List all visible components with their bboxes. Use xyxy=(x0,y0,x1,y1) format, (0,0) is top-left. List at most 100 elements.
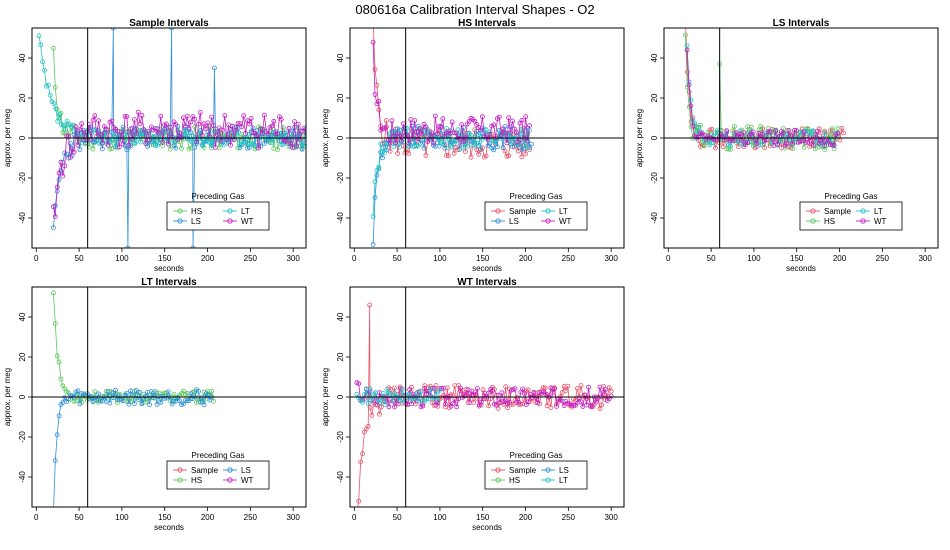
data-point-LT xyxy=(378,397,384,403)
data-point-WT xyxy=(370,39,376,45)
data-point-Sample xyxy=(709,126,715,132)
data-point-LS xyxy=(98,398,103,404)
data-point-LS xyxy=(190,245,196,248)
data-point-Sample xyxy=(608,388,614,394)
legend-entry-LT: LT xyxy=(241,207,250,216)
data-point-LT xyxy=(136,131,142,137)
data-point-LT xyxy=(188,139,194,145)
data-point-WT xyxy=(278,116,284,122)
data-point-LT xyxy=(390,398,396,404)
data-point-WT xyxy=(256,145,262,151)
data-point-WT xyxy=(380,126,385,132)
data-point-HS xyxy=(801,144,807,150)
y-tick-label: 40 xyxy=(18,53,27,62)
legend-swatch-marker xyxy=(177,477,183,483)
data-point-LS xyxy=(125,245,131,248)
data-point-LS xyxy=(421,145,427,151)
data-point-WT xyxy=(478,127,483,133)
panel-title: LT Intervals xyxy=(141,277,197,288)
data-point-WT xyxy=(780,130,786,136)
data-point-WT xyxy=(438,124,444,130)
y-tick-label: -40 xyxy=(336,212,345,224)
legend-box xyxy=(166,201,270,231)
data-point-LS xyxy=(110,28,116,31)
data-point-Sample xyxy=(523,151,529,157)
legend-entry-HS: HS xyxy=(191,207,202,216)
legend-swatch-marker xyxy=(177,218,183,224)
data-point-HS xyxy=(58,110,64,116)
data-point-HS xyxy=(701,143,707,149)
data-point-LS xyxy=(68,141,73,146)
data-point-HS xyxy=(790,146,796,152)
data-point-WT xyxy=(754,140,760,146)
data-point-Sample xyxy=(713,145,718,151)
data-point-Sample xyxy=(548,404,554,410)
data-point-LT xyxy=(519,126,525,132)
data-point-WT xyxy=(479,114,485,120)
data-point-WT xyxy=(128,126,134,132)
data-point-LT xyxy=(449,144,455,150)
data-point-LS xyxy=(508,124,514,130)
data-point-WT xyxy=(52,214,58,220)
data-point-LS xyxy=(154,402,160,408)
data-point-LS xyxy=(128,388,134,394)
y-tick-label: -20 xyxy=(336,431,345,443)
data-point-Sample xyxy=(462,149,468,154)
data-point-HS xyxy=(109,146,115,151)
data-point-LS xyxy=(410,123,416,129)
data-point-Sample xyxy=(365,423,371,429)
data-point-WT xyxy=(160,139,166,145)
legend-entry-LT: LT xyxy=(559,476,568,485)
data-point-Sample xyxy=(720,144,726,150)
data-point-WT xyxy=(739,138,745,144)
data-point-WT xyxy=(450,401,456,407)
panel-title: Sample Intervals xyxy=(129,18,209,29)
x-tick-label: 150 xyxy=(158,254,172,263)
data-point-LS xyxy=(184,398,190,404)
data-point-WT xyxy=(694,134,699,140)
data-point-WT xyxy=(265,131,271,137)
data-point-WT xyxy=(386,404,392,410)
data-point-Sample xyxy=(597,406,603,412)
data-point-WT xyxy=(120,141,126,147)
data-point-HS xyxy=(813,146,818,152)
data-point-LT xyxy=(404,126,410,131)
data-point-HS xyxy=(54,353,60,359)
data-point-LS xyxy=(51,225,56,231)
data-point-HS xyxy=(275,147,281,153)
data-point-LT xyxy=(483,127,489,133)
data-point-HS xyxy=(167,146,173,152)
data-point-LS xyxy=(141,397,147,403)
legend-entry-LS: LS xyxy=(509,217,519,226)
data-point-Sample xyxy=(606,385,612,391)
data-point-Sample xyxy=(358,459,364,465)
data-point-WT xyxy=(122,113,128,119)
data-point-WT xyxy=(454,404,460,410)
data-point-LT xyxy=(468,132,474,138)
legend-entry-LS: LS xyxy=(559,466,569,475)
data-point-WT xyxy=(430,140,436,146)
data-point-WT xyxy=(229,123,235,129)
data-point-WT xyxy=(182,123,188,129)
data-point-WT xyxy=(211,123,216,128)
data-point-WT xyxy=(197,110,203,115)
data-point-LS xyxy=(500,145,506,151)
data-point-HS xyxy=(758,124,764,129)
data-point-LT xyxy=(515,142,521,148)
y-tick-label: -20 xyxy=(18,431,27,443)
legend-box xyxy=(166,460,270,490)
data-point-LT xyxy=(470,143,476,149)
data-point-HS xyxy=(683,32,688,38)
data-point-WT xyxy=(214,132,220,138)
data-point-HS xyxy=(68,129,73,135)
series-line-HS xyxy=(53,292,214,405)
x-tick-label: 100 xyxy=(433,513,447,522)
y-tick-label: 20 xyxy=(336,352,345,361)
legend-entry-WT: WT xyxy=(559,217,572,226)
legend-title: Preceding Gas xyxy=(192,192,245,201)
data-point-WT xyxy=(417,126,423,131)
legend-swatch-marker xyxy=(177,467,183,473)
data-point-Sample xyxy=(542,385,548,391)
data-point-WT xyxy=(131,117,137,122)
data-point-LS xyxy=(372,194,378,200)
